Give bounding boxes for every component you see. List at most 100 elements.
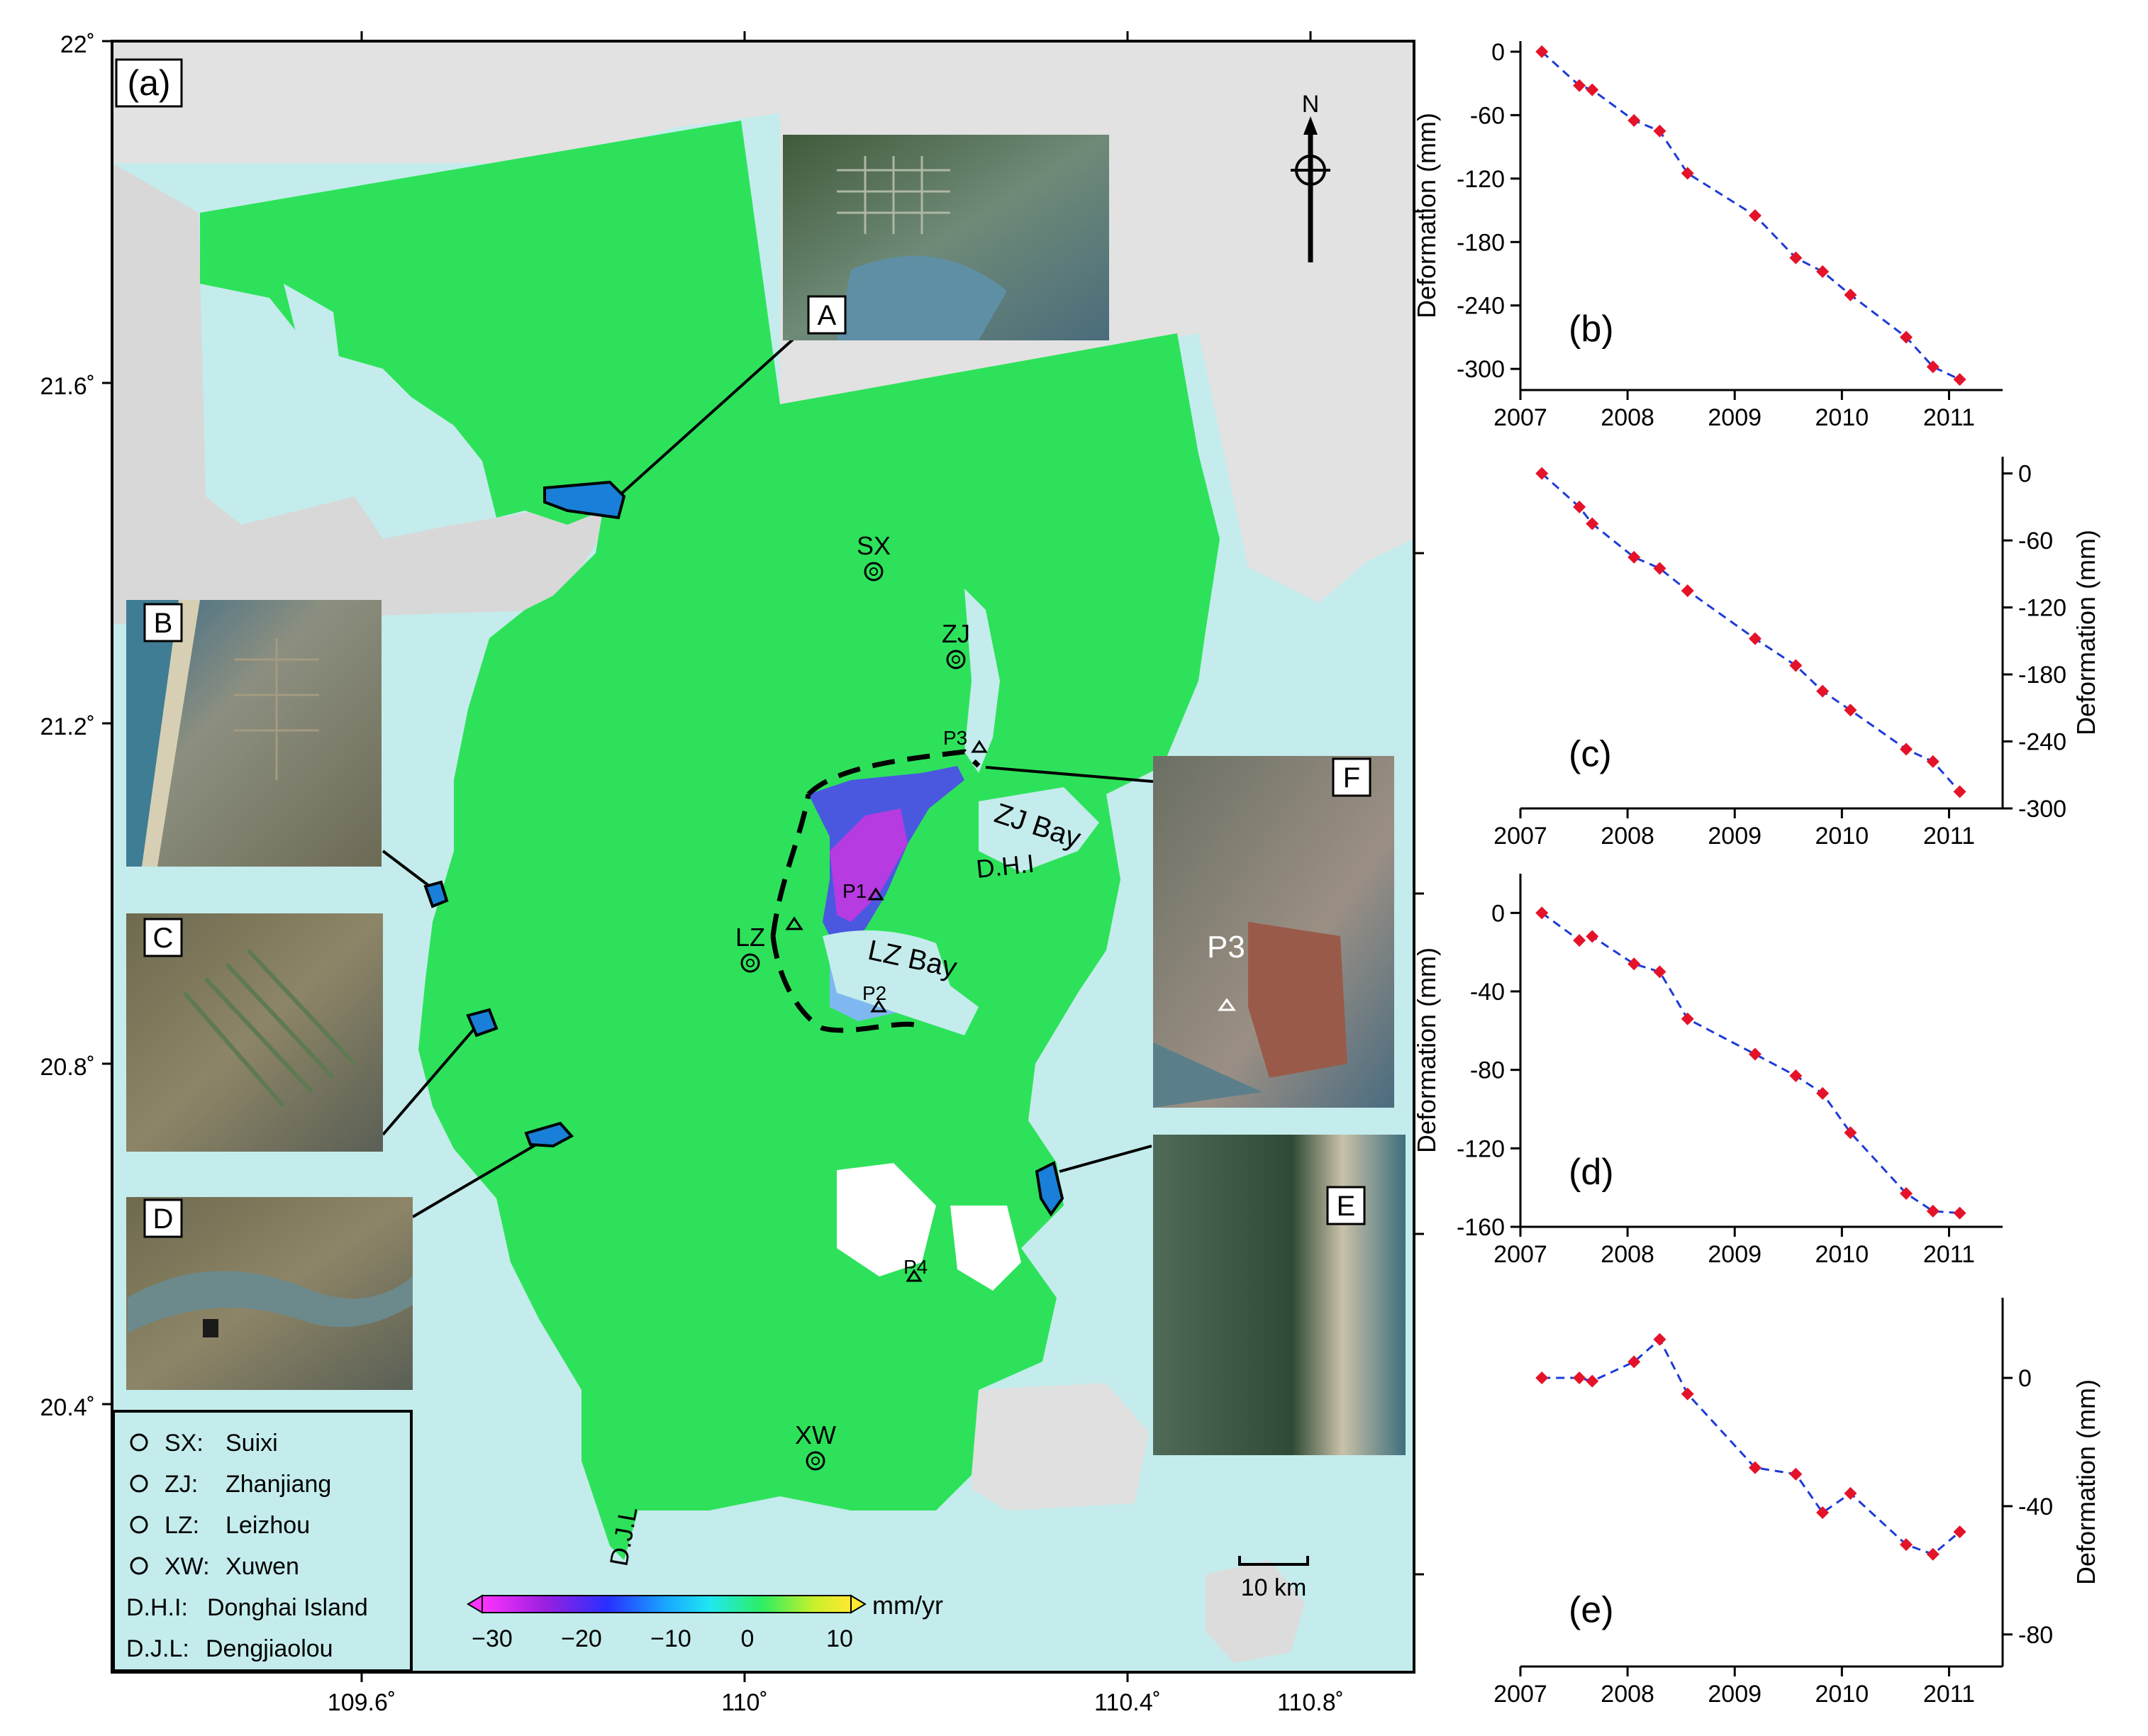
legend-name: Suixi xyxy=(226,1430,278,1457)
inset-label-d: D xyxy=(153,1203,174,1235)
inset-label-e: E xyxy=(1337,1191,1356,1222)
data-point xyxy=(1586,84,1598,96)
x-tick-label: 2009 xyxy=(1708,823,1762,850)
lon-tick-label: 110.4˚ xyxy=(1094,1689,1161,1716)
legend-abbr: ZJ: xyxy=(165,1471,198,1498)
x-tick-label: 2009 xyxy=(1708,1681,1762,1708)
x-tick-label: 2007 xyxy=(1493,1681,1547,1708)
data-point xyxy=(1954,1207,1966,1220)
data-point xyxy=(1900,743,1913,756)
colorbar-tick: −10 xyxy=(650,1625,691,1652)
y-tick-label: -60 xyxy=(1470,102,1505,129)
lat-tick-label: 21.6˚ xyxy=(40,373,96,400)
y-tick-label: 0 xyxy=(2018,461,2032,488)
data-point xyxy=(1816,1506,1829,1519)
legend-row: D.H.I: Donghai Island xyxy=(126,1594,368,1621)
x-tick-label: 2011 xyxy=(1923,1681,1975,1708)
deformation-chart: 2007 2008 2009 2010 2011 0 -60 -120 -180 -240 -300… xyxy=(1412,39,2003,431)
data-point xyxy=(1789,1069,1802,1082)
panel-a-map: SX ZJ LZ XW D.H.I ZJ Bay LZ Bay D.J.L P1… xyxy=(40,31,1425,1716)
scale-bar-label: 10 km xyxy=(1241,1574,1307,1601)
x-tick-label: 2011 xyxy=(1923,404,1975,431)
colorbar-tick: −30 xyxy=(472,1625,513,1652)
legend-abbr: XW: xyxy=(165,1553,210,1580)
deformation-chart: 2007 2008 2009 2010 2011 0 -60 -120 -180 -240 -300… xyxy=(1493,457,2100,850)
data-point xyxy=(1627,114,1640,127)
label-dhi: D.H.I xyxy=(975,849,1036,884)
data-point xyxy=(1653,125,1666,138)
lon-tick-label: 110.8˚ xyxy=(1277,1689,1344,1716)
data-point xyxy=(1749,209,1762,222)
data-point xyxy=(1927,1548,1940,1561)
data-point xyxy=(1627,957,1640,970)
y-tick-label: 0 xyxy=(2018,1365,2032,1392)
legend-name: Zhanjiang xyxy=(226,1471,331,1498)
label-lz: LZ xyxy=(735,923,765,952)
lat-tick-label: 21.2˚ xyxy=(40,713,96,740)
y-tick-label: -160 xyxy=(1457,1214,1505,1241)
panel-label: (c) xyxy=(1569,733,1612,774)
label-p2: P2 xyxy=(862,982,886,1004)
lat-tick-label: 20.8˚ xyxy=(40,1054,96,1081)
inset-b: B xyxy=(126,600,382,867)
label-xw: XW xyxy=(795,1420,836,1450)
colorbar-unit: mm/yr xyxy=(872,1591,943,1620)
data-point xyxy=(1653,965,1666,978)
y-tick-label: -300 xyxy=(1457,356,1505,383)
data-point xyxy=(1573,934,1586,947)
panel-a-label: (a) xyxy=(116,60,182,106)
data-point xyxy=(1681,167,1694,179)
label-zj: ZJ xyxy=(942,619,970,648)
y-axis-label: Deformation (mm) xyxy=(1412,947,1441,1153)
inset-e: E xyxy=(1153,1135,1406,1455)
data-point xyxy=(1653,1333,1666,1346)
colorbar-tick: −20 xyxy=(561,1625,602,1652)
y-tick-label: -80 xyxy=(1470,1057,1505,1084)
y-tick-label: -180 xyxy=(1457,229,1505,256)
series-line xyxy=(1542,1340,1959,1554)
y-tick-label: -60 xyxy=(2018,528,2053,555)
map-land-south xyxy=(972,1383,1149,1510)
y-tick-label: -40 xyxy=(2018,1493,2053,1520)
inset-c: C xyxy=(126,913,383,1152)
y-tick-label: -300 xyxy=(2018,796,2066,823)
data-point xyxy=(1844,1487,1857,1500)
x-tick-label: 2007 xyxy=(1493,404,1547,431)
data-point xyxy=(1681,584,1694,597)
inset-a: A xyxy=(783,135,1109,340)
data-point xyxy=(1789,1468,1802,1481)
data-point xyxy=(1681,1388,1694,1401)
inset-label-c: C xyxy=(153,923,174,954)
x-tick-label: 2011 xyxy=(1923,823,1975,850)
data-point xyxy=(1749,1048,1762,1061)
deformation-chart: 2007 2008 2009 2010 20110-40-80Deformation (… xyxy=(1493,1298,2100,1708)
y-tick-label: -120 xyxy=(1457,1135,1505,1162)
panel-label: (e) xyxy=(1569,1590,1614,1631)
data-point xyxy=(1586,1375,1598,1388)
x-tick-label: 2010 xyxy=(1815,1681,1869,1708)
x-tick-label: 2008 xyxy=(1601,823,1654,850)
inset-f: P3 F xyxy=(1153,756,1394,1108)
figure: SX ZJ LZ XW D.H.I ZJ Bay LZ Bay D.J.L P1… xyxy=(0,0,2148,1736)
map-legend: SX: Suixi ZJ: Zhanjiang LZ: Leizhou XW: … xyxy=(113,1411,411,1671)
legend-name: Leizhou xyxy=(226,1512,310,1539)
legend-name: Xuwen xyxy=(226,1553,299,1580)
colorbar-tick: 0 xyxy=(741,1625,755,1652)
y-tick-label: 0 xyxy=(1491,900,1505,927)
legend-abbr: SX: xyxy=(165,1430,204,1457)
inset-label-b: B xyxy=(154,608,173,639)
x-tick-label: 2008 xyxy=(1601,1241,1654,1268)
y-tick-label: -240 xyxy=(2018,729,2066,756)
data-point xyxy=(1749,633,1762,645)
data-point xyxy=(1927,1205,1940,1218)
lon-tick-label: 110˚ xyxy=(721,1689,768,1716)
x-tick-label: 2010 xyxy=(1815,823,1869,850)
north-label: N xyxy=(1302,91,1320,118)
panel-label: (d) xyxy=(1569,1152,1614,1193)
time-series-panels: 2007 2008 2009 2010 2011 0 -60 -120 -180 -240 -300… xyxy=(1412,39,2100,1708)
inset-f-p3-label: P3 xyxy=(1207,930,1245,964)
legend-abbr: LZ: xyxy=(165,1512,199,1539)
x-tick-label: 2007 xyxy=(1493,823,1547,850)
lat-tick-labels: 22˚ 21.6˚ 21.2˚ 20.8˚ 20.4˚ xyxy=(40,31,96,1421)
label-sx: SX xyxy=(857,531,891,560)
